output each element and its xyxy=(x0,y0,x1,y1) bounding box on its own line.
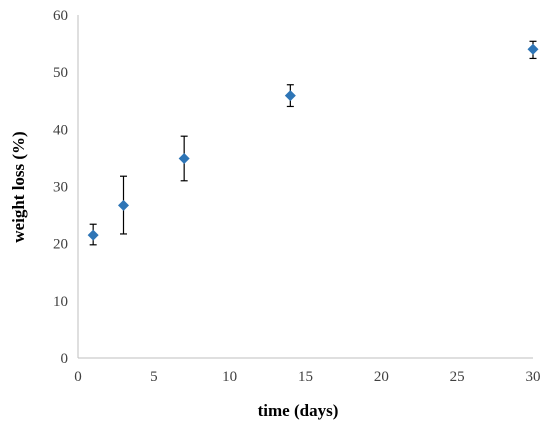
x-axis-title: time (days) xyxy=(258,401,339,420)
data-point-marker xyxy=(527,43,539,55)
y-tick-label: 60 xyxy=(53,8,68,24)
x-tick-label: 20 xyxy=(374,369,389,385)
y-axis-title: weight loss (%) xyxy=(9,131,28,242)
axes xyxy=(77,15,533,359)
y-tick-label: 30 xyxy=(53,180,68,196)
error-bars xyxy=(89,40,537,246)
y-tick-labels: 0 10 20 30 40 50 60 xyxy=(53,8,68,367)
x-tick-label: 5 xyxy=(150,369,158,385)
data-points xyxy=(87,43,539,241)
data-point-marker xyxy=(118,199,129,211)
x-tick-label: 30 xyxy=(526,369,541,385)
x-tick-label: 10 xyxy=(222,369,237,385)
y-tick-label: 0 xyxy=(61,351,69,367)
x-tick-label: 15 xyxy=(298,369,313,385)
y-tick-label: 10 xyxy=(53,294,68,310)
y-tick-label: 50 xyxy=(53,65,68,81)
data-point-marker xyxy=(87,229,99,241)
x-tick-label: 25 xyxy=(450,369,465,385)
x-tick-labels: 0 5 10 15 20 25 30 xyxy=(74,369,540,385)
y-tick-label: 20 xyxy=(53,237,68,253)
y-tick-label: 40 xyxy=(53,122,68,138)
x-tick-label: 0 xyxy=(74,369,82,385)
data-point-marker xyxy=(178,152,190,164)
data-point-marker xyxy=(284,90,296,102)
